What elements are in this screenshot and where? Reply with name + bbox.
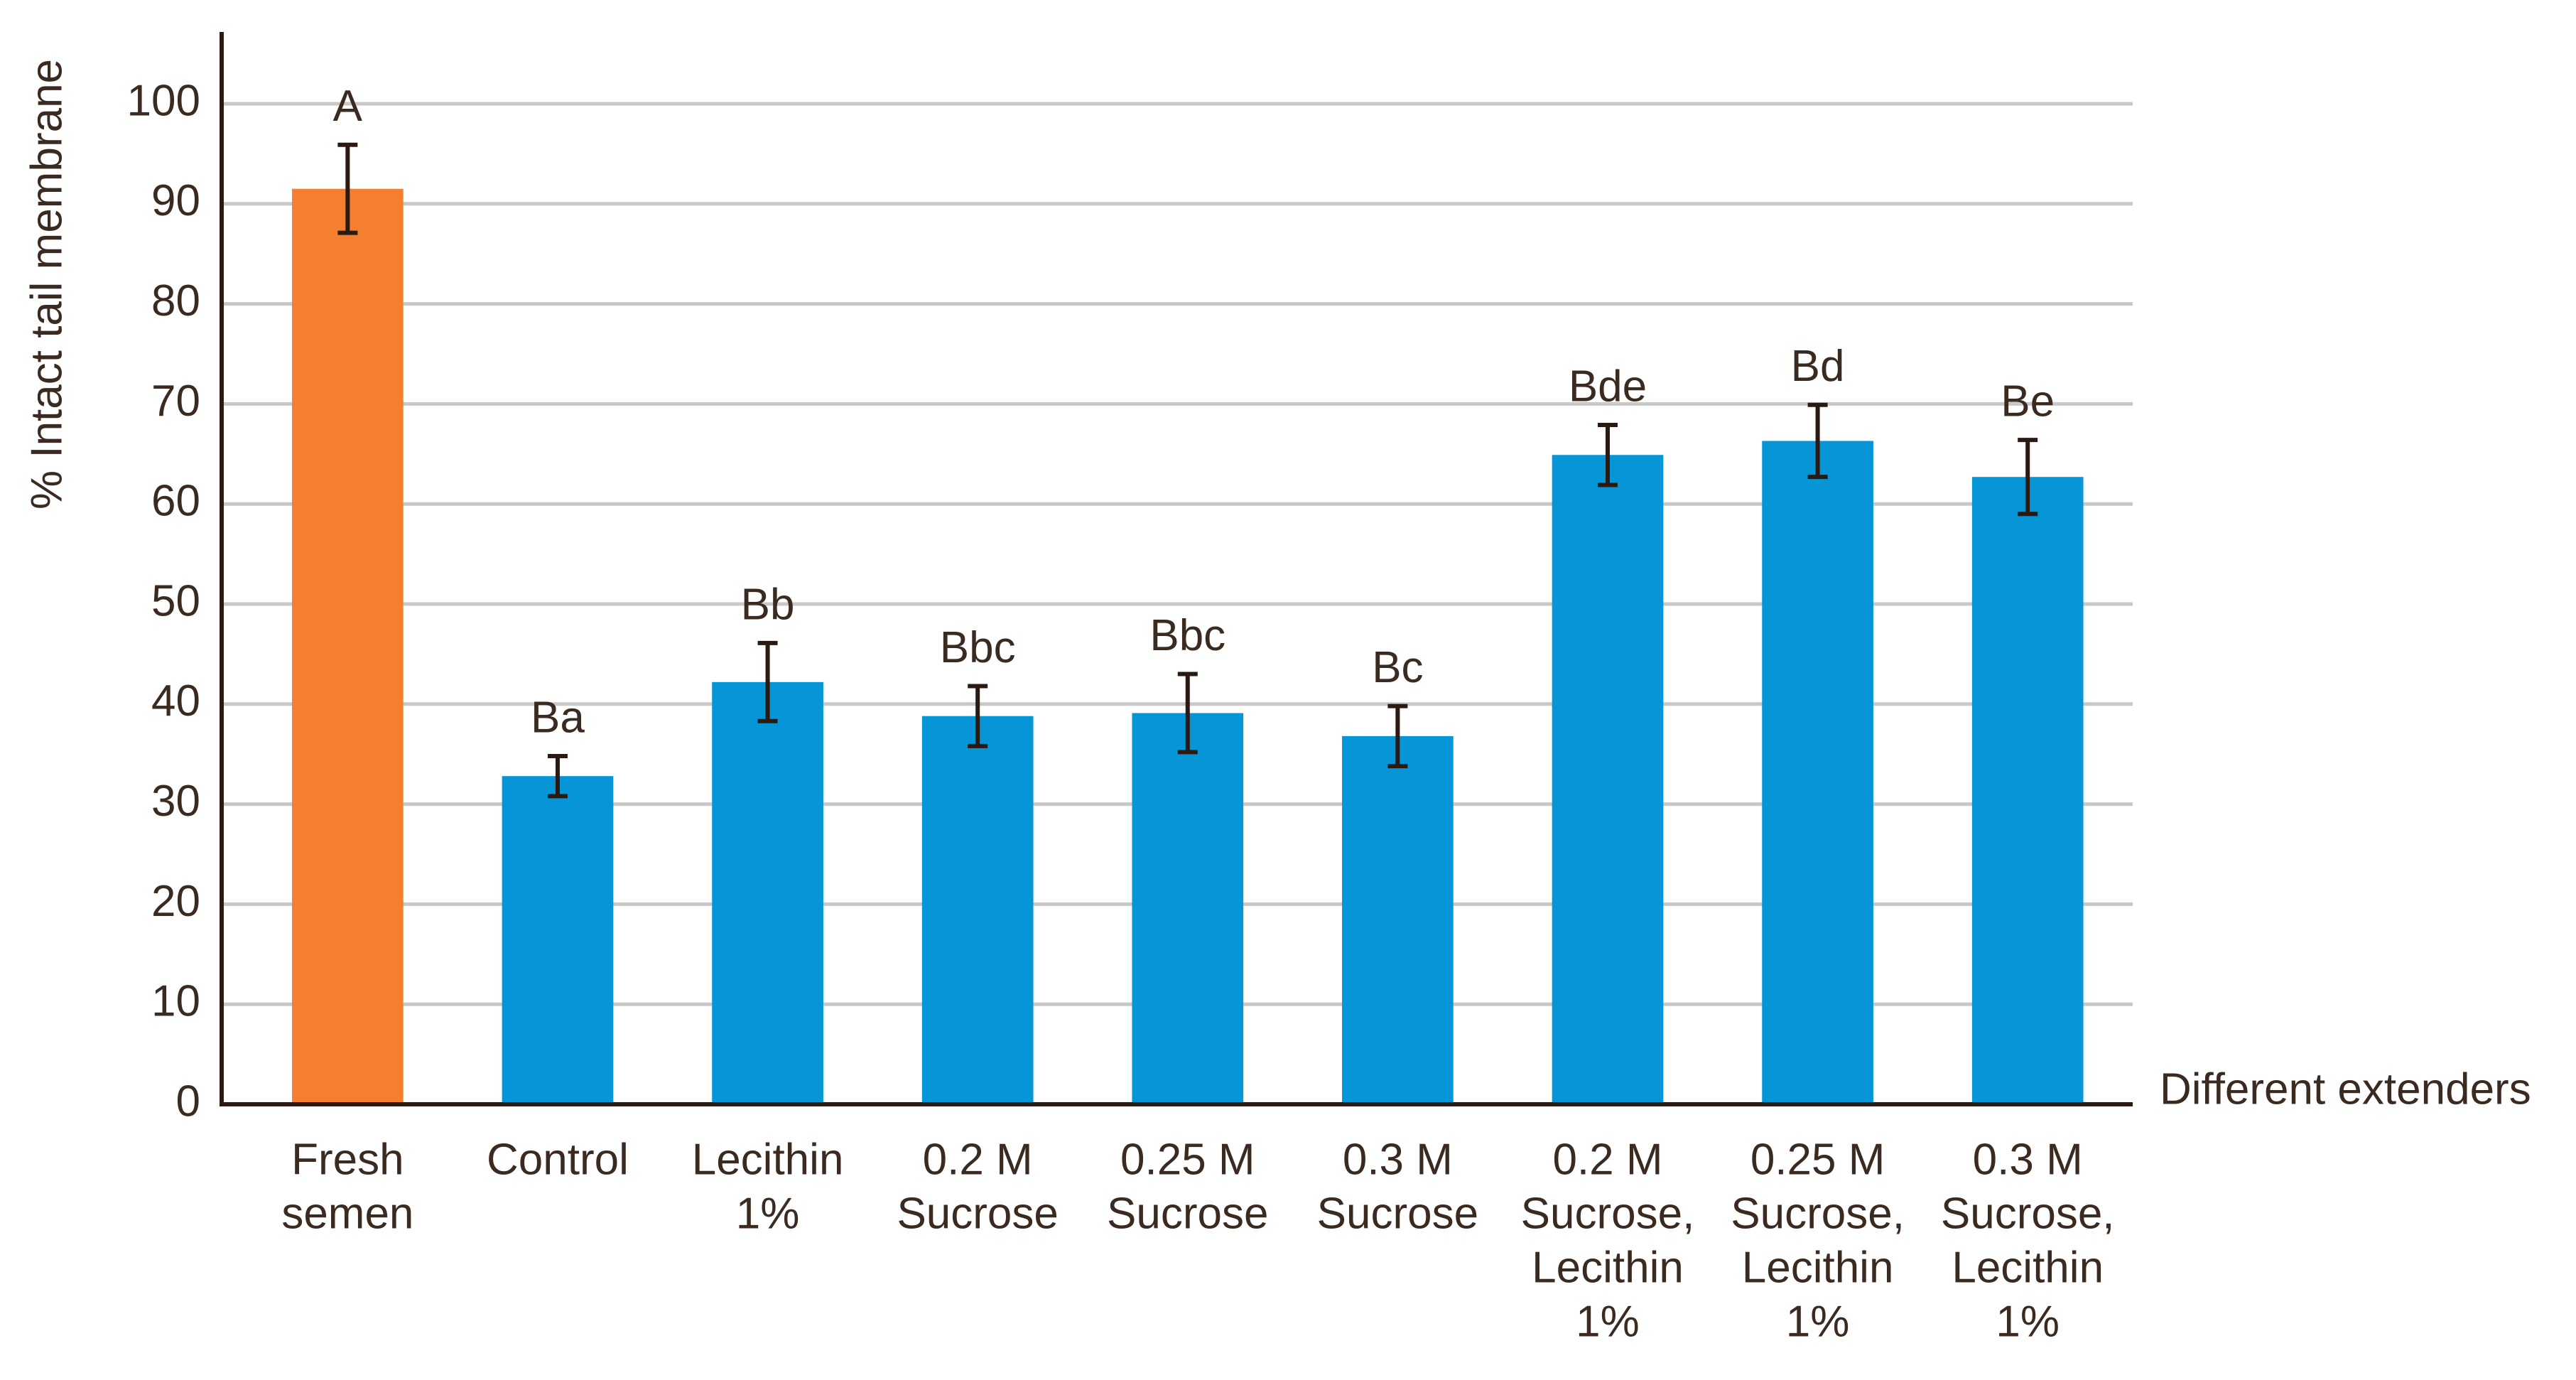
x-tick-label: 1% bbox=[1576, 1297, 1640, 1346]
x-tick-label: 1% bbox=[736, 1189, 800, 1238]
y-tick-label: 90 bbox=[151, 176, 200, 225]
bar bbox=[292, 188, 404, 1105]
x-tick-label: Sucrose, bbox=[1731, 1189, 1905, 1238]
error-bar bbox=[1387, 704, 1408, 769]
error-bar bbox=[547, 754, 568, 799]
x-tick-label: Fresh bbox=[291, 1135, 404, 1184]
x-tick-label: 0.25 M bbox=[1120, 1135, 1255, 1184]
annotation: Bbc bbox=[1149, 611, 1225, 660]
x-tick-label: semen bbox=[281, 1189, 413, 1238]
x-tick-label: Sucrose, bbox=[1521, 1189, 1695, 1238]
x-tick-label: 0.2 M bbox=[923, 1135, 1033, 1184]
x-tick-label: Lecithin bbox=[1742, 1243, 1894, 1292]
bar bbox=[502, 776, 614, 1104]
annotation: A bbox=[333, 82, 363, 131]
y-tick-label: 10 bbox=[151, 977, 200, 1026]
y-tick-label: 0 bbox=[176, 1077, 200, 1126]
x-tick-label: 0.25 M bbox=[1750, 1135, 1885, 1184]
bar bbox=[1342, 735, 1454, 1104]
bar bbox=[712, 681, 823, 1104]
error-bar bbox=[337, 142, 358, 235]
y-tick-label: 40 bbox=[151, 676, 200, 726]
annotation: Bb bbox=[741, 580, 795, 629]
x-tick-label: Lecithin bbox=[692, 1135, 844, 1184]
y-tick-label: 30 bbox=[151, 777, 200, 826]
x-tick-label: Lecithin bbox=[1532, 1243, 1684, 1292]
error-bar bbox=[757, 640, 778, 723]
bar bbox=[1762, 441, 1873, 1104]
bar bbox=[1552, 455, 1664, 1104]
y-tick-label: 80 bbox=[151, 276, 200, 325]
annotation: Be bbox=[2001, 377, 2055, 426]
bar bbox=[1132, 713, 1244, 1104]
y-tick-label: 100 bbox=[127, 76, 200, 125]
y-tick-label: 70 bbox=[151, 377, 200, 426]
error-bar bbox=[1807, 402, 1828, 480]
x-tick-label: Lecithin bbox=[1952, 1243, 2104, 1292]
x-tick-label: 0.2 M bbox=[1552, 1135, 1662, 1184]
x-tick-label: Sucrose, bbox=[1941, 1189, 2115, 1238]
error-bar bbox=[2018, 438, 2038, 517]
error-bar bbox=[968, 684, 988, 748]
y-tick-label: 50 bbox=[151, 576, 200, 625]
y-tick-label: 20 bbox=[151, 877, 200, 926]
bar bbox=[1971, 477, 2084, 1104]
annotation: Bd bbox=[1791, 342, 1845, 391]
x-tick-label: Sucrose bbox=[1317, 1189, 1478, 1238]
x-axis-title: Different extenders bbox=[2160, 1064, 2531, 1114]
y-tick-label: 60 bbox=[151, 477, 200, 526]
error-bar bbox=[1597, 422, 1618, 487]
x-tick-label: Sucrose bbox=[1107, 1189, 1268, 1238]
annotation: Bbc bbox=[940, 623, 1016, 672]
x-tick-label: 0.3 M bbox=[1343, 1135, 1453, 1184]
error-bar bbox=[1177, 672, 1198, 755]
x-tick-label: 0.3 M bbox=[1973, 1135, 2083, 1184]
x-tick-label: Control bbox=[487, 1135, 629, 1184]
annotation: Bde bbox=[1569, 362, 1647, 411]
y-axis-title: % Intact tail membrane bbox=[22, 59, 71, 510]
x-tick-label: 1% bbox=[1996, 1297, 2060, 1346]
annotation: Bc bbox=[1372, 643, 1423, 692]
annotation: Ba bbox=[531, 693, 585, 742]
x-tick-label: 1% bbox=[1786, 1297, 1850, 1346]
bar bbox=[921, 716, 1034, 1104]
x-tick-label: Sucrose bbox=[897, 1189, 1058, 1238]
